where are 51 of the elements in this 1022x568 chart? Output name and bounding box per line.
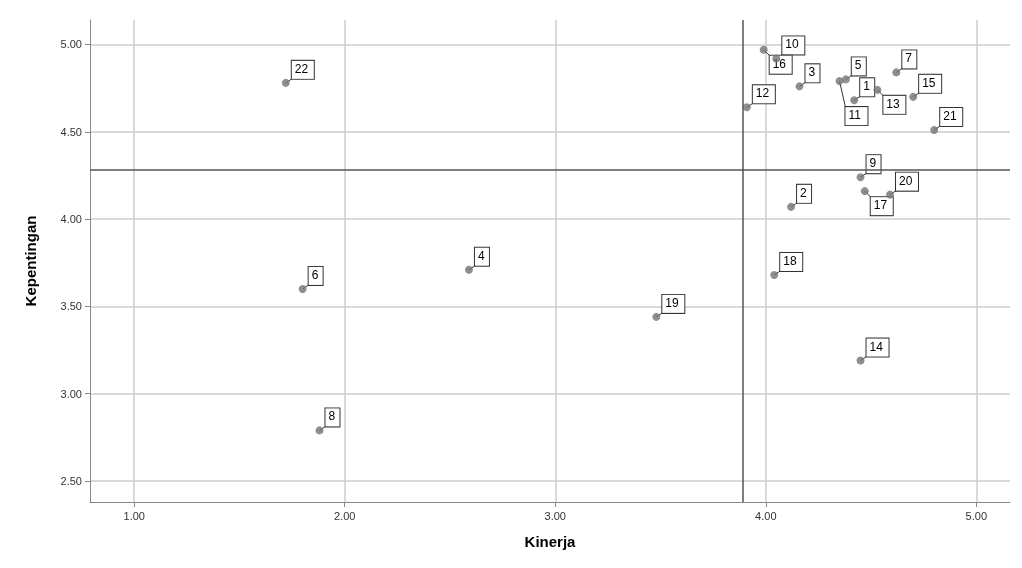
annotation: 3 — [808, 65, 816, 80]
y-axis-title: Kepentingan — [22, 215, 39, 307]
point — [795, 82, 804, 91]
point — [860, 187, 869, 196]
point — [298, 284, 307, 293]
point — [930, 126, 939, 135]
y-tick-label: 2.50 — [60, 475, 82, 488]
point — [464, 265, 473, 274]
annotation: 18 — [783, 253, 797, 268]
y-tick-label: 4.00 — [60, 213, 82, 226]
x-tick-label: 3.00 — [544, 509, 566, 522]
point — [281, 78, 290, 87]
x-axis-title: Kinerja — [524, 533, 577, 550]
point — [742, 103, 751, 112]
annotation: 22 — [294, 61, 309, 76]
annotation: 2 — [800, 185, 808, 200]
y-tick-label: 3.50 — [60, 300, 82, 313]
annotation: 17 — [873, 198, 888, 213]
annotation: 8 — [328, 409, 336, 424]
point — [873, 85, 882, 94]
annotation: 1 — [863, 79, 871, 94]
annotation: 21 — [943, 109, 957, 124]
y-tick-label: 3.00 — [60, 387, 82, 400]
point — [835, 77, 844, 86]
annotation: 19 — [665, 295, 679, 310]
point — [892, 68, 901, 77]
annotation: 11 — [848, 108, 862, 123]
annotation: 9 — [869, 156, 877, 171]
x-tick-label: 4.00 — [755, 509, 777, 522]
point — [856, 356, 865, 365]
y-tick-label: 5.00 — [60, 38, 82, 51]
x-tick-label: 5.00 — [965, 509, 988, 522]
x-tick-label: 1.00 — [123, 509, 145, 522]
annotation: 7 — [905, 51, 913, 66]
x-tick-label: 2.00 — [334, 509, 356, 522]
point — [315, 426, 324, 435]
y-tick-label: 4.50 — [60, 125, 82, 138]
annotation: 15 — [922, 75, 936, 90]
annotation: 14 — [869, 339, 884, 354]
annotation: 5 — [854, 58, 862, 73]
point — [850, 96, 859, 105]
annotation: 13 — [886, 96, 901, 111]
annotation: 12 — [755, 86, 770, 101]
annotation: 4 — [477, 248, 485, 263]
annotation: 16 — [772, 56, 787, 71]
annotation: 6 — [311, 267, 319, 282]
annotation: 20 — [899, 173, 913, 188]
annotation: 10 — [785, 37, 799, 52]
point — [856, 173, 865, 182]
point — [841, 75, 850, 84]
point — [759, 45, 768, 54]
